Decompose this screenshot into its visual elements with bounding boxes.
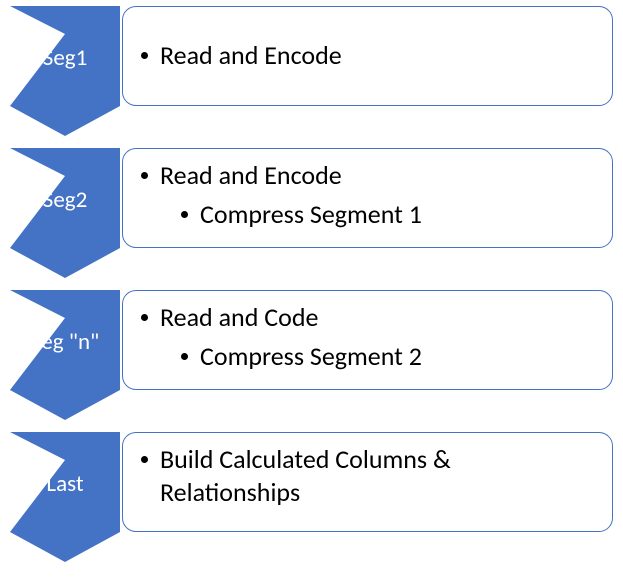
bullet-text: Build Calculated Columns & Relationships (160, 443, 594, 508)
content-box: Read and Code Compress Segment 2 (122, 290, 613, 390)
bullet-item: Read and Encode (141, 159, 594, 192)
bullet-dot-icon (181, 353, 188, 360)
bullet-text: Compress Segment 1 (200, 198, 422, 231)
bullet-item: Read and Code (141, 301, 594, 334)
content-box: Read and Encode Compress Segment 1 (122, 148, 613, 248)
bullet-item: Read and Encode (141, 39, 594, 72)
bullet-dot-icon (181, 211, 188, 218)
bullet-dot-icon (141, 314, 148, 321)
content-box: Read and Encode (122, 6, 613, 106)
content-box: Build Calculated Columns & Relationships (122, 432, 613, 532)
chevron-icon (10, 6, 120, 136)
diagram-canvas: Seg1 Read and Encode Seg2 Read and Encod… (0, 0, 623, 588)
bullet-text: Read and Encode (160, 159, 342, 192)
bullet-text: Compress Segment 2 (200, 340, 422, 373)
bullet-text: Read and Encode (160, 39, 342, 72)
bullet-item: Compress Segment 1 (141, 198, 594, 231)
bullet-item: Build Calculated Columns & Relationships (141, 443, 594, 508)
chevron-icon (10, 290, 120, 420)
bullet-dot-icon (141, 52, 148, 59)
bullet-dot-icon (141, 456, 148, 463)
bullet-item: Compress Segment 2 (141, 340, 594, 373)
bullet-text: Read and Code (160, 301, 318, 334)
chevron-icon (10, 148, 120, 278)
chevron-icon (10, 432, 120, 562)
bullet-dot-icon (141, 172, 148, 179)
